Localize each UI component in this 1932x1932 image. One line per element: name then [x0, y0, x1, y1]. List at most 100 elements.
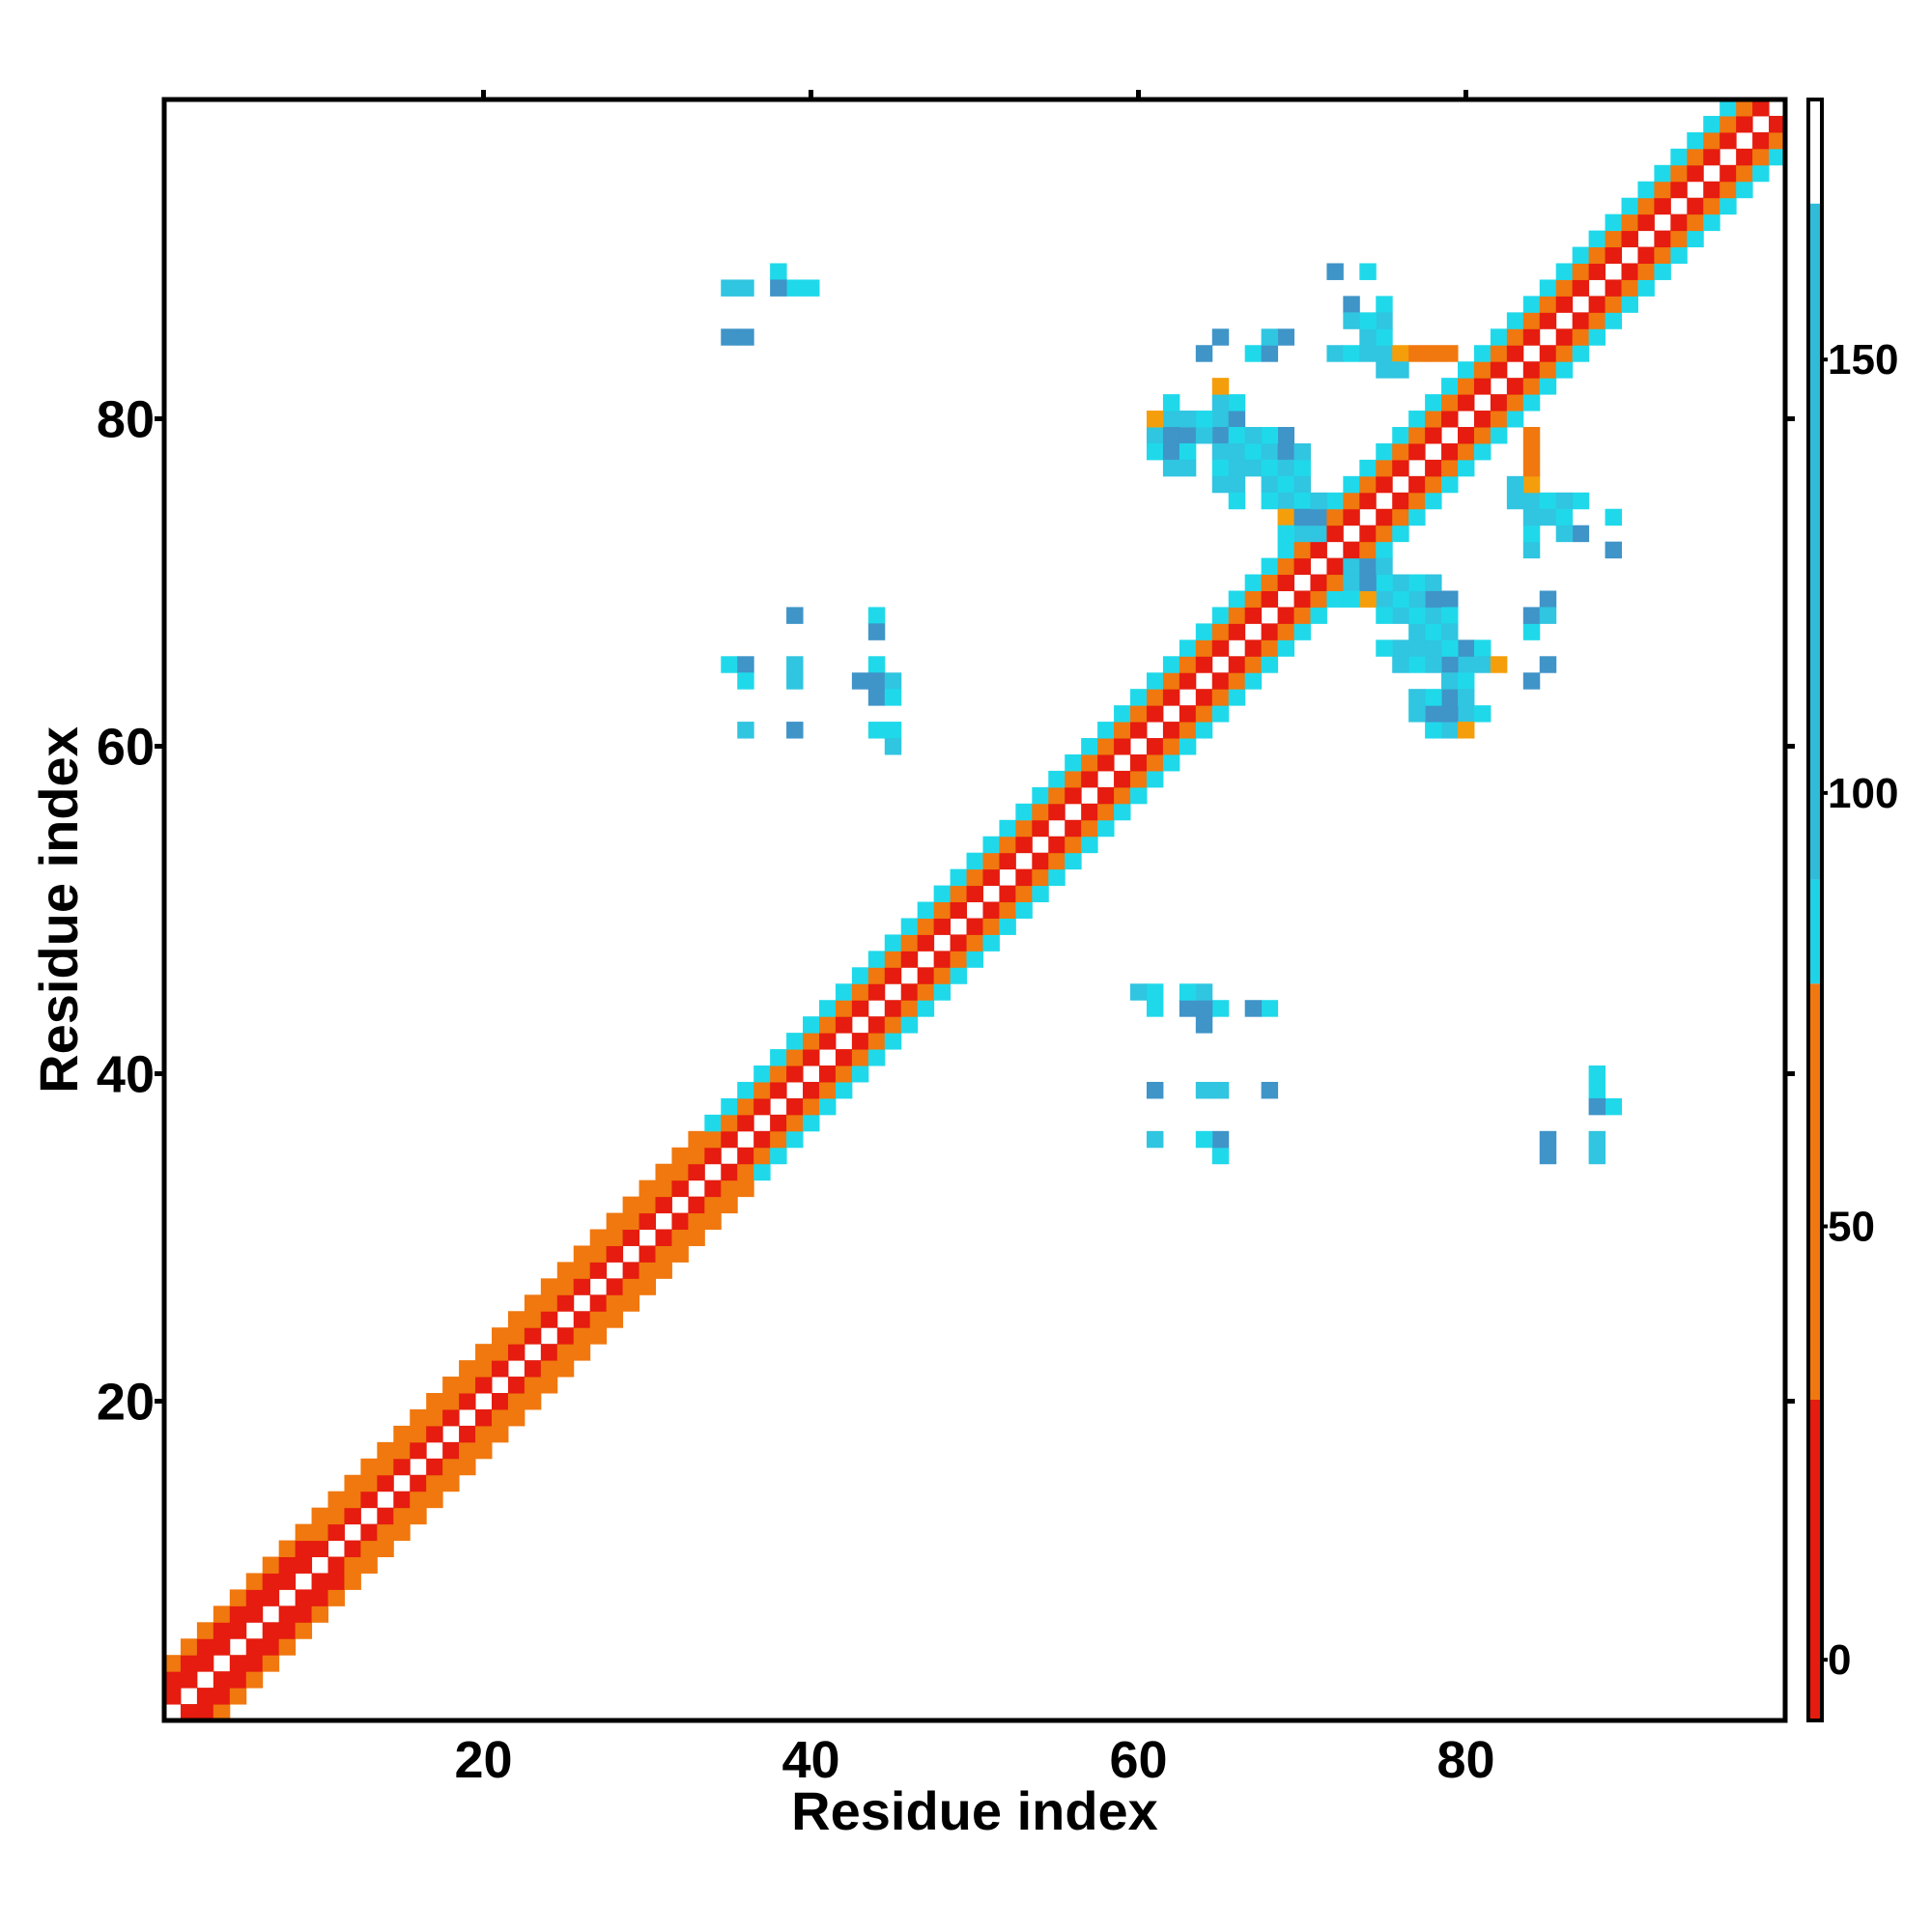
heatmap-cell [1376, 459, 1393, 477]
heatmap-cell [1637, 197, 1655, 215]
heatmap-cell [851, 1049, 869, 1066]
heatmap-cell [1425, 574, 1442, 591]
heatmap-cell [671, 1163, 689, 1181]
heatmap-cell [1687, 148, 1704, 166]
heatmap-cell [835, 1049, 853, 1066]
heatmap-cell [884, 1016, 902, 1034]
heatmap-cell [704, 1130, 722, 1149]
heatmap-cell [426, 1474, 443, 1492]
heatmap-cell [540, 1344, 558, 1361]
heatmap-cell [1572, 525, 1590, 543]
heatmap-cell [1572, 263, 1590, 280]
heatmap-cell [851, 967, 869, 984]
heatmap-cell [753, 1097, 771, 1116]
heatmap-cell [1179, 722, 1197, 739]
heatmap-cell [1736, 115, 1753, 133]
heatmap-cell [818, 1033, 837, 1050]
heatmap-cell [1719, 99, 1737, 117]
heatmap-cell [884, 738, 902, 755]
heatmap-cell [1097, 786, 1115, 805]
heatmap-cell [737, 1163, 754, 1181]
heatmap-cell [589, 1229, 608, 1246]
heatmap-cell [1473, 361, 1492, 379]
heatmap-cell [1277, 459, 1295, 477]
heatmap-cell [851, 1033, 869, 1050]
heatmap-cell [164, 1671, 182, 1689]
heatmap-cell [360, 1458, 378, 1476]
heatmap-cell [1326, 508, 1344, 526]
heatmap-cell [377, 1540, 394, 1558]
heatmap-cell [1195, 426, 1213, 444]
heatmap-cell [1376, 328, 1393, 346]
heatmap-cell [360, 1540, 378, 1558]
y-axis-ticks: 20 40 60 80 [97, 391, 1795, 1431]
heatmap-cell [721, 328, 738, 346]
heatmap-cell [1195, 623, 1213, 640]
heatmap-cell [524, 1360, 542, 1378]
heatmap-cell [1736, 164, 1753, 183]
heatmap-cell [327, 1573, 345, 1590]
heatmap-cell [1244, 426, 1263, 444]
heatmap-cell [1670, 213, 1688, 232]
heatmap-cell [1539, 492, 1557, 510]
heatmap-cell [982, 901, 1000, 919]
heatmap-cell [1326, 492, 1344, 510]
heatmap-cell [311, 1540, 328, 1558]
heatmap-cell [1097, 753, 1115, 772]
heatmap-cell [1343, 590, 1360, 608]
heatmap-cell [1277, 508, 1295, 526]
heatmap-cell [803, 1097, 820, 1116]
heatmap-cell [491, 1360, 509, 1378]
heatmap-cell [1277, 442, 1295, 461]
heatmap-cell [1162, 459, 1180, 477]
heatmap-cell [1081, 753, 1098, 772]
heatmap-cell [1293, 459, 1311, 477]
heatmap-cell [786, 1049, 804, 1066]
heatmap-cell [1408, 705, 1426, 723]
heatmap-cell [999, 901, 1016, 919]
heatmap-cell [835, 1081, 853, 1099]
heatmap-cell [671, 1179, 689, 1198]
heatmap-cell [1687, 164, 1704, 183]
heatmap-cell [245, 1573, 264, 1590]
heatmap-cell [721, 1130, 738, 1149]
heatmap-cell [1752, 131, 1770, 150]
heatmap-cell [1458, 459, 1475, 477]
heatmap-cell [1555, 279, 1574, 297]
heatmap-cell [786, 656, 804, 673]
heatmap-cell [1588, 1147, 1606, 1165]
heatmap-cell [1228, 623, 1246, 640]
heatmap-cell [982, 918, 1000, 935]
heatmap-cell [180, 1704, 198, 1720]
heatmap-cell [442, 1408, 460, 1427]
heatmap-cell [1343, 574, 1360, 591]
heatmap-cell [867, 1049, 886, 1066]
heatmap-cell [556, 1262, 575, 1279]
heatmap-cell [1588, 1065, 1606, 1083]
heatmap-cell [1441, 459, 1459, 477]
heatmap-cell [688, 1147, 705, 1165]
heatmap-cell [900, 951, 919, 968]
heatmap-cell [213, 1638, 231, 1656]
heatmap-cell [1392, 426, 1409, 444]
heatmap-cell [950, 934, 968, 952]
heatmap-cell [1146, 442, 1164, 461]
heatmap-cell [1343, 296, 1360, 313]
heatmap-cell [524, 1311, 542, 1328]
heatmap-cell [1441, 607, 1459, 624]
heatmap-cell [753, 1065, 771, 1083]
heatmap-cell [950, 901, 968, 919]
heatmap-cell [1408, 607, 1426, 624]
heatmap-cell [1458, 442, 1475, 461]
heatmap-cell [1572, 492, 1590, 510]
heatmap-cell [1441, 394, 1459, 412]
heatmap-cell [1408, 590, 1426, 608]
heatmap-cell [475, 1377, 493, 1394]
heatmap-cell [229, 1589, 247, 1606]
heatmap-cell [1032, 819, 1049, 838]
heatmap-cell [933, 901, 952, 919]
heatmap-cell [1015, 836, 1033, 854]
heatmap-cell [1228, 426, 1246, 444]
heatmap-cell [245, 1638, 264, 1656]
heatmap-cell [1490, 328, 1508, 346]
